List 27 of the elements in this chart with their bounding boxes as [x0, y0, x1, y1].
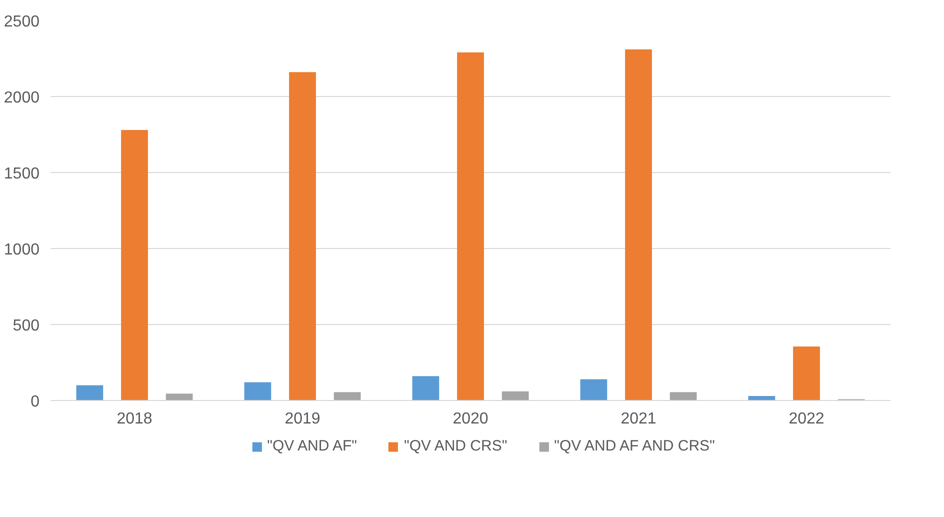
bar: [457, 52, 484, 400]
x-tick-label: 2018: [116, 410, 152, 428]
legend-label: "QV AND AF": [267, 438, 357, 454]
y-tick-label: 2500: [4, 14, 40, 30]
bar: [244, 382, 272, 400]
legend-label: "QV AND AF AND CRS": [554, 438, 715, 454]
bar: [412, 376, 440, 400]
bar: [793, 346, 820, 400]
bar: [121, 130, 148, 400]
legend-label: "QV AND CRS": [404, 438, 508, 454]
bar: [502, 391, 529, 400]
x-tick-label: 2022: [788, 410, 824, 428]
y-tick-label: 1500: [4, 166, 40, 182]
bar: [166, 394, 193, 400]
y-tick-label: 1000: [4, 242, 40, 258]
y-tick-label: 2000: [4, 90, 40, 106]
bar: [76, 385, 104, 400]
y-tick-label: 500: [12, 318, 40, 334]
bar: [334, 392, 361, 400]
bar: [625, 49, 652, 400]
bar: [670, 392, 697, 400]
bar: [580, 379, 608, 400]
x-tick-label: 2020: [452, 410, 488, 428]
x-tick-label: 2021: [620, 410, 656, 428]
bar: [289, 72, 316, 400]
x-tick-label: 2019: [284, 410, 320, 428]
y-tick-label: 0: [30, 394, 40, 410]
